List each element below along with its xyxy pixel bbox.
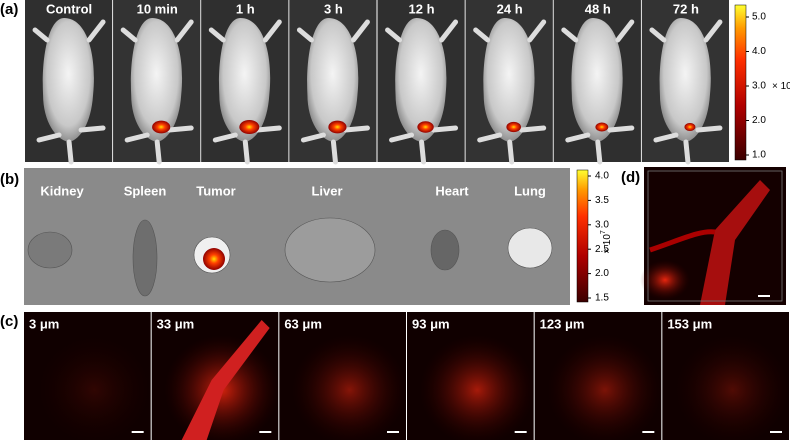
tumor-signal (506, 121, 521, 133)
glow (36, 335, 152, 440)
panel-label: (a) (0, 1, 18, 18)
glow (419, 335, 535, 440)
colorbar-label: 1.5 (595, 293, 609, 304)
colorbar-label: 2.5 (595, 244, 609, 255)
colorbar-multiplier: × 107 (772, 79, 790, 92)
glow (292, 335, 407, 440)
colorbar (734, 4, 747, 161)
colorbar-label: 5.0 (752, 12, 766, 23)
mouse-limb (473, 19, 547, 165)
organ (132, 219, 158, 297)
colorbar-label: 3.0 (595, 219, 609, 230)
panel-label: (d) (621, 169, 640, 186)
volume-box (647, 170, 783, 302)
mouse-limb (32, 19, 106, 165)
organ (430, 229, 460, 271)
colorbar-label: 2.0 (752, 115, 766, 126)
organ (27, 231, 73, 269)
depth-label: 33 μm (157, 316, 195, 331)
tumor-signal (684, 123, 696, 131)
exponent: 7 (600, 230, 607, 234)
timepoint-label: Control (46, 1, 92, 16)
depth-label: 63 μm (284, 316, 322, 331)
organ-label: Liver (311, 183, 342, 198)
tumor-signal (203, 248, 225, 270)
mouse-limb (208, 19, 282, 165)
mouse-body (219, 18, 271, 142)
mouse-limb (120, 19, 194, 165)
organ (284, 217, 376, 283)
mouse-body (395, 18, 447, 142)
mouse-body (130, 18, 183, 142)
timepoint-label: 3 h (324, 1, 343, 16)
multiplier: × 10 (602, 234, 613, 254)
organ-label: Spleen (124, 183, 167, 198)
colorbar (576, 169, 589, 303)
colorbar-multiplier: × 107 (600, 230, 613, 254)
timepoint-label: 10 min (137, 1, 178, 16)
depth-label: 123 μm (540, 316, 585, 331)
glow (640, 260, 690, 300)
mouse-limb (296, 19, 370, 165)
colorbar-label: 3.5 (595, 195, 609, 206)
mouse-body (571, 18, 623, 142)
glow (547, 335, 663, 440)
glow (675, 335, 790, 440)
organ (507, 227, 553, 269)
tumor-signal (239, 120, 260, 134)
colorbar-label: 4.0 (595, 171, 609, 182)
mouse-body (307, 18, 359, 142)
colorbar-label: 3.0 (752, 81, 766, 92)
organ-label: Tumor (196, 183, 235, 198)
tumor-signal (417, 121, 434, 133)
vessel (700, 180, 770, 305)
organ-label: Kidney (40, 183, 84, 198)
colorbar-label: 1.0 (752, 150, 766, 161)
timepoint-label: 24 h (497, 1, 523, 16)
depth-label: 93 μm (412, 316, 450, 331)
mouse-body (42, 18, 94, 142)
mouse-limb (649, 19, 723, 165)
timepoint-label: 48 h (585, 1, 611, 16)
mouse-body (659, 18, 711, 142)
organ-label: Lung (514, 183, 546, 198)
timepoint-label: 12 h (409, 1, 435, 16)
colorbar-label: 4.0 (752, 46, 766, 57)
tumor-signal (328, 120, 347, 134)
vessel (181, 320, 270, 440)
multiplier: × 10 (772, 81, 790, 92)
organ-label: Heart (435, 183, 469, 198)
tumor-signal (152, 120, 171, 134)
mouse-body (483, 18, 535, 142)
vessel (649, 229, 716, 253)
panel-label: (b) (0, 171, 19, 188)
tumor-signal (595, 122, 609, 132)
depth-label: 153 μm (667, 316, 712, 331)
timepoint-label: 1 h (236, 1, 255, 16)
panel-label: (c) (0, 313, 18, 330)
depth-label: 3 μm (29, 316, 59, 331)
timepoint-label: 72 h (673, 1, 699, 16)
colorbar-label: 2.0 (595, 268, 609, 279)
mouse-limb (561, 19, 635, 165)
mouse-limb (385, 19, 459, 165)
